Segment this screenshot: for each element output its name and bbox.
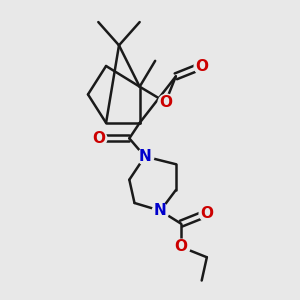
Text: O: O: [195, 58, 208, 74]
Text: N: N: [154, 203, 167, 218]
Text: O: O: [200, 206, 213, 221]
Text: N: N: [139, 149, 151, 164]
Text: O: O: [159, 95, 172, 110]
Text: O: O: [92, 131, 105, 146]
Text: O: O: [175, 239, 188, 254]
